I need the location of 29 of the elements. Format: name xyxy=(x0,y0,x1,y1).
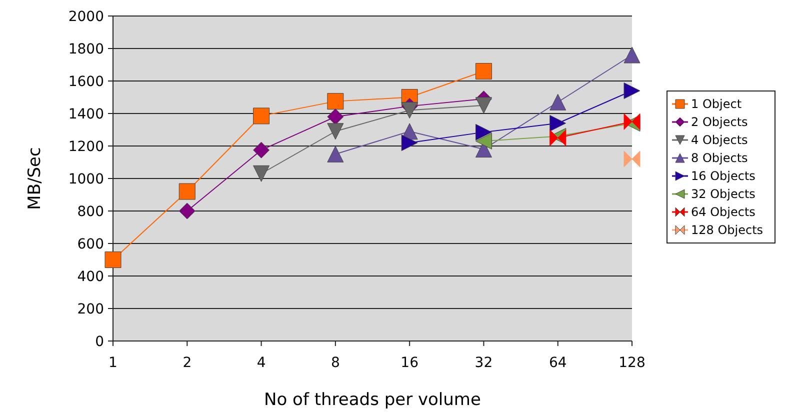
y-tick-label: 800 xyxy=(77,204,104,220)
y-tick-label: 400 xyxy=(77,268,104,285)
legend-label: 64 Objects xyxy=(691,205,756,220)
y-axis-title: MB/Sec xyxy=(25,147,45,210)
y-tick-label: 1600 xyxy=(68,74,104,90)
y-tick-label: 1800 xyxy=(68,41,104,58)
legend-label: 4 Objects xyxy=(691,133,748,148)
x-tick-label: 2 xyxy=(182,355,192,371)
x-tick-label: 64 xyxy=(548,355,567,371)
x-tick-label: 1 xyxy=(108,355,118,371)
y-tick-label: 0 xyxy=(95,334,104,350)
y-tick-label: 1200 xyxy=(68,138,104,155)
x-tick-label: 32 xyxy=(474,355,493,371)
legend-label: 16 Objects xyxy=(691,169,756,184)
legend-label: 2 Objects xyxy=(691,115,748,130)
y-tick-label: 200 xyxy=(77,301,104,318)
x-axis-title: No of threads per volume xyxy=(264,390,481,410)
legend-label: 128 Objects xyxy=(691,223,764,238)
y-tick-label: 1400 xyxy=(68,106,104,122)
y-tick-label: 600 xyxy=(77,236,104,252)
x-tick-label: 128 xyxy=(618,355,646,371)
x-tick-label: 16 xyxy=(400,355,419,371)
y-tick-label: 2000 xyxy=(68,8,104,25)
legend-label: 8 Objects xyxy=(691,151,748,166)
x-tick-label: 8 xyxy=(330,355,340,371)
y-tick-label: 1000 xyxy=(68,171,104,188)
x-tick-label: 4 xyxy=(256,355,266,371)
legend-label: 32 Objects xyxy=(691,187,756,202)
legend-label: 1 Object xyxy=(691,97,742,112)
